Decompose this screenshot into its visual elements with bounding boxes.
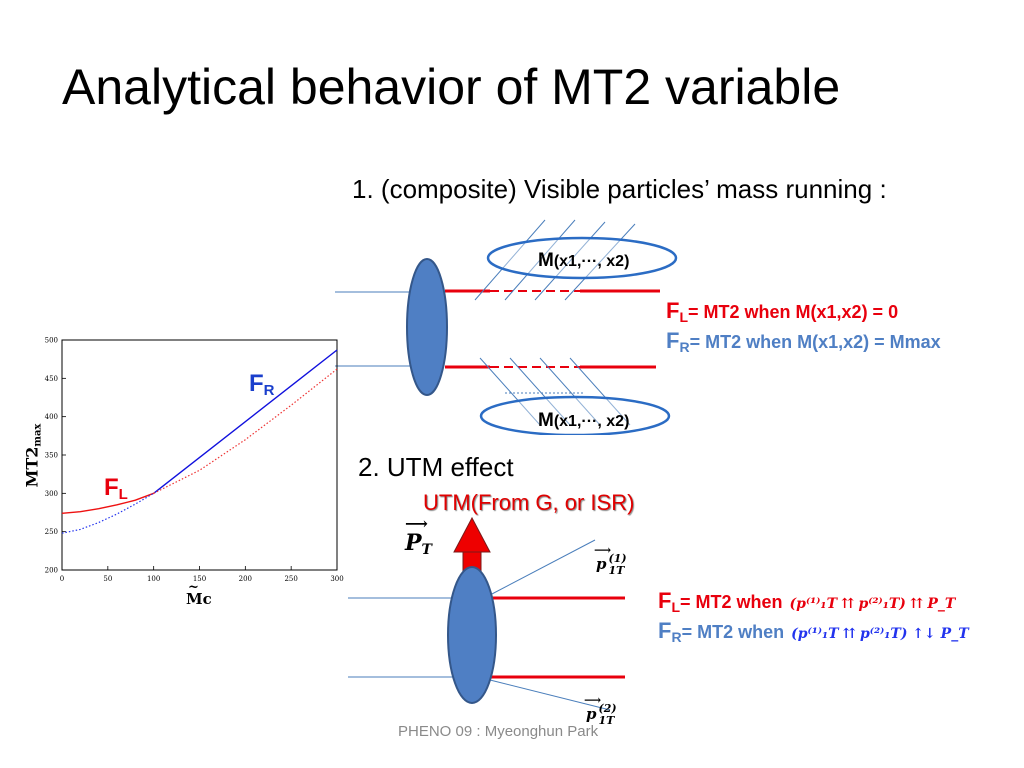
mass-label-bottom: M(x1,···, x2)	[538, 410, 630, 431]
series-line	[61, 492, 154, 514]
fr-definition-2: FR= MT2 when (p⁽¹⁾₁T ⇈ p⁽²⁾₁T) ↑↓ P_T	[658, 618, 969, 645]
page-title: Analytical behavior of MT2 variable	[62, 59, 841, 115]
x-tick-label: 50	[103, 575, 112, 583]
series-line	[153, 349, 338, 494]
fl-definition-1: FL= MT2 when M(x1,x2) = 0	[666, 298, 899, 325]
plot-fl-label: FL	[104, 474, 128, 503]
y-tick-label: 200	[45, 567, 58, 575]
arrow-head	[453, 516, 491, 553]
mass-label-top: M(x1,···, x2)	[538, 250, 630, 271]
x-tick-label: 200	[239, 575, 252, 583]
top-diagram	[335, 219, 678, 435]
plot-xlabel: ~ Mc	[186, 580, 212, 608]
y-tick-label: 500	[45, 337, 58, 345]
plot-frame	[61, 339, 338, 571]
x-tick-label: 0	[60, 575, 64, 583]
fl-formula: (p⁽¹⁾₁T ⇈ p⁽²⁾₁T) ⇈ P_T	[789, 596, 956, 612]
y-tick-label: 300	[45, 490, 58, 498]
mass-oval-bottom	[479, 395, 671, 435]
footer: PHENO 09 : Myeonghun Park	[398, 723, 599, 740]
x-tick-label: 300	[330, 575, 343, 583]
plot-ylabel: MT2max	[22, 423, 44, 488]
item1-heading: 1. (composite) Visible particles’ mass r…	[352, 174, 887, 204]
x-tick-label: 150	[193, 575, 206, 583]
plot-fr-label: FR	[249, 370, 275, 399]
item2-heading: 2. UTM effect	[358, 452, 514, 482]
x-tick-label: 100	[147, 575, 160, 583]
bottom-diagram	[348, 516, 625, 711]
p2-label: ⟶ p (2) 1T	[584, 693, 617, 728]
p1-label: ⟶ p (1) 1T	[594, 543, 627, 578]
interaction-blob-2	[447, 566, 497, 704]
fr-definition-1: FR= MT2 when M(x1,x2) = Mmax	[666, 328, 941, 355]
mt2-plot: 0 50 100 150 200 250 300 200 250 300 350 400 450 500	[45, 337, 344, 584]
series-line	[153, 368, 338, 494]
mass-oval-top	[486, 236, 678, 280]
y-tick-label: 250	[45, 528, 58, 536]
utm-label: UTM(From G, or ISR)	[423, 490, 635, 515]
interaction-blob	[406, 258, 448, 396]
fr-formula: (p⁽¹⁾₁T ⇈ p⁽²⁾₁T) ↑↓ P_T	[791, 626, 969, 642]
x-tick-label: 250	[284, 575, 297, 583]
pt-label: ⟶ PT	[405, 514, 432, 558]
y-tick-label: 400	[45, 413, 58, 421]
y-tick-label: 350	[45, 452, 58, 460]
y-tick-label: 450	[45, 375, 58, 383]
fl-definition-2: FL= MT2 when (p⁽¹⁾₁T ⇈ p⁽²⁾₁T) ⇈ P_T	[658, 588, 956, 615]
